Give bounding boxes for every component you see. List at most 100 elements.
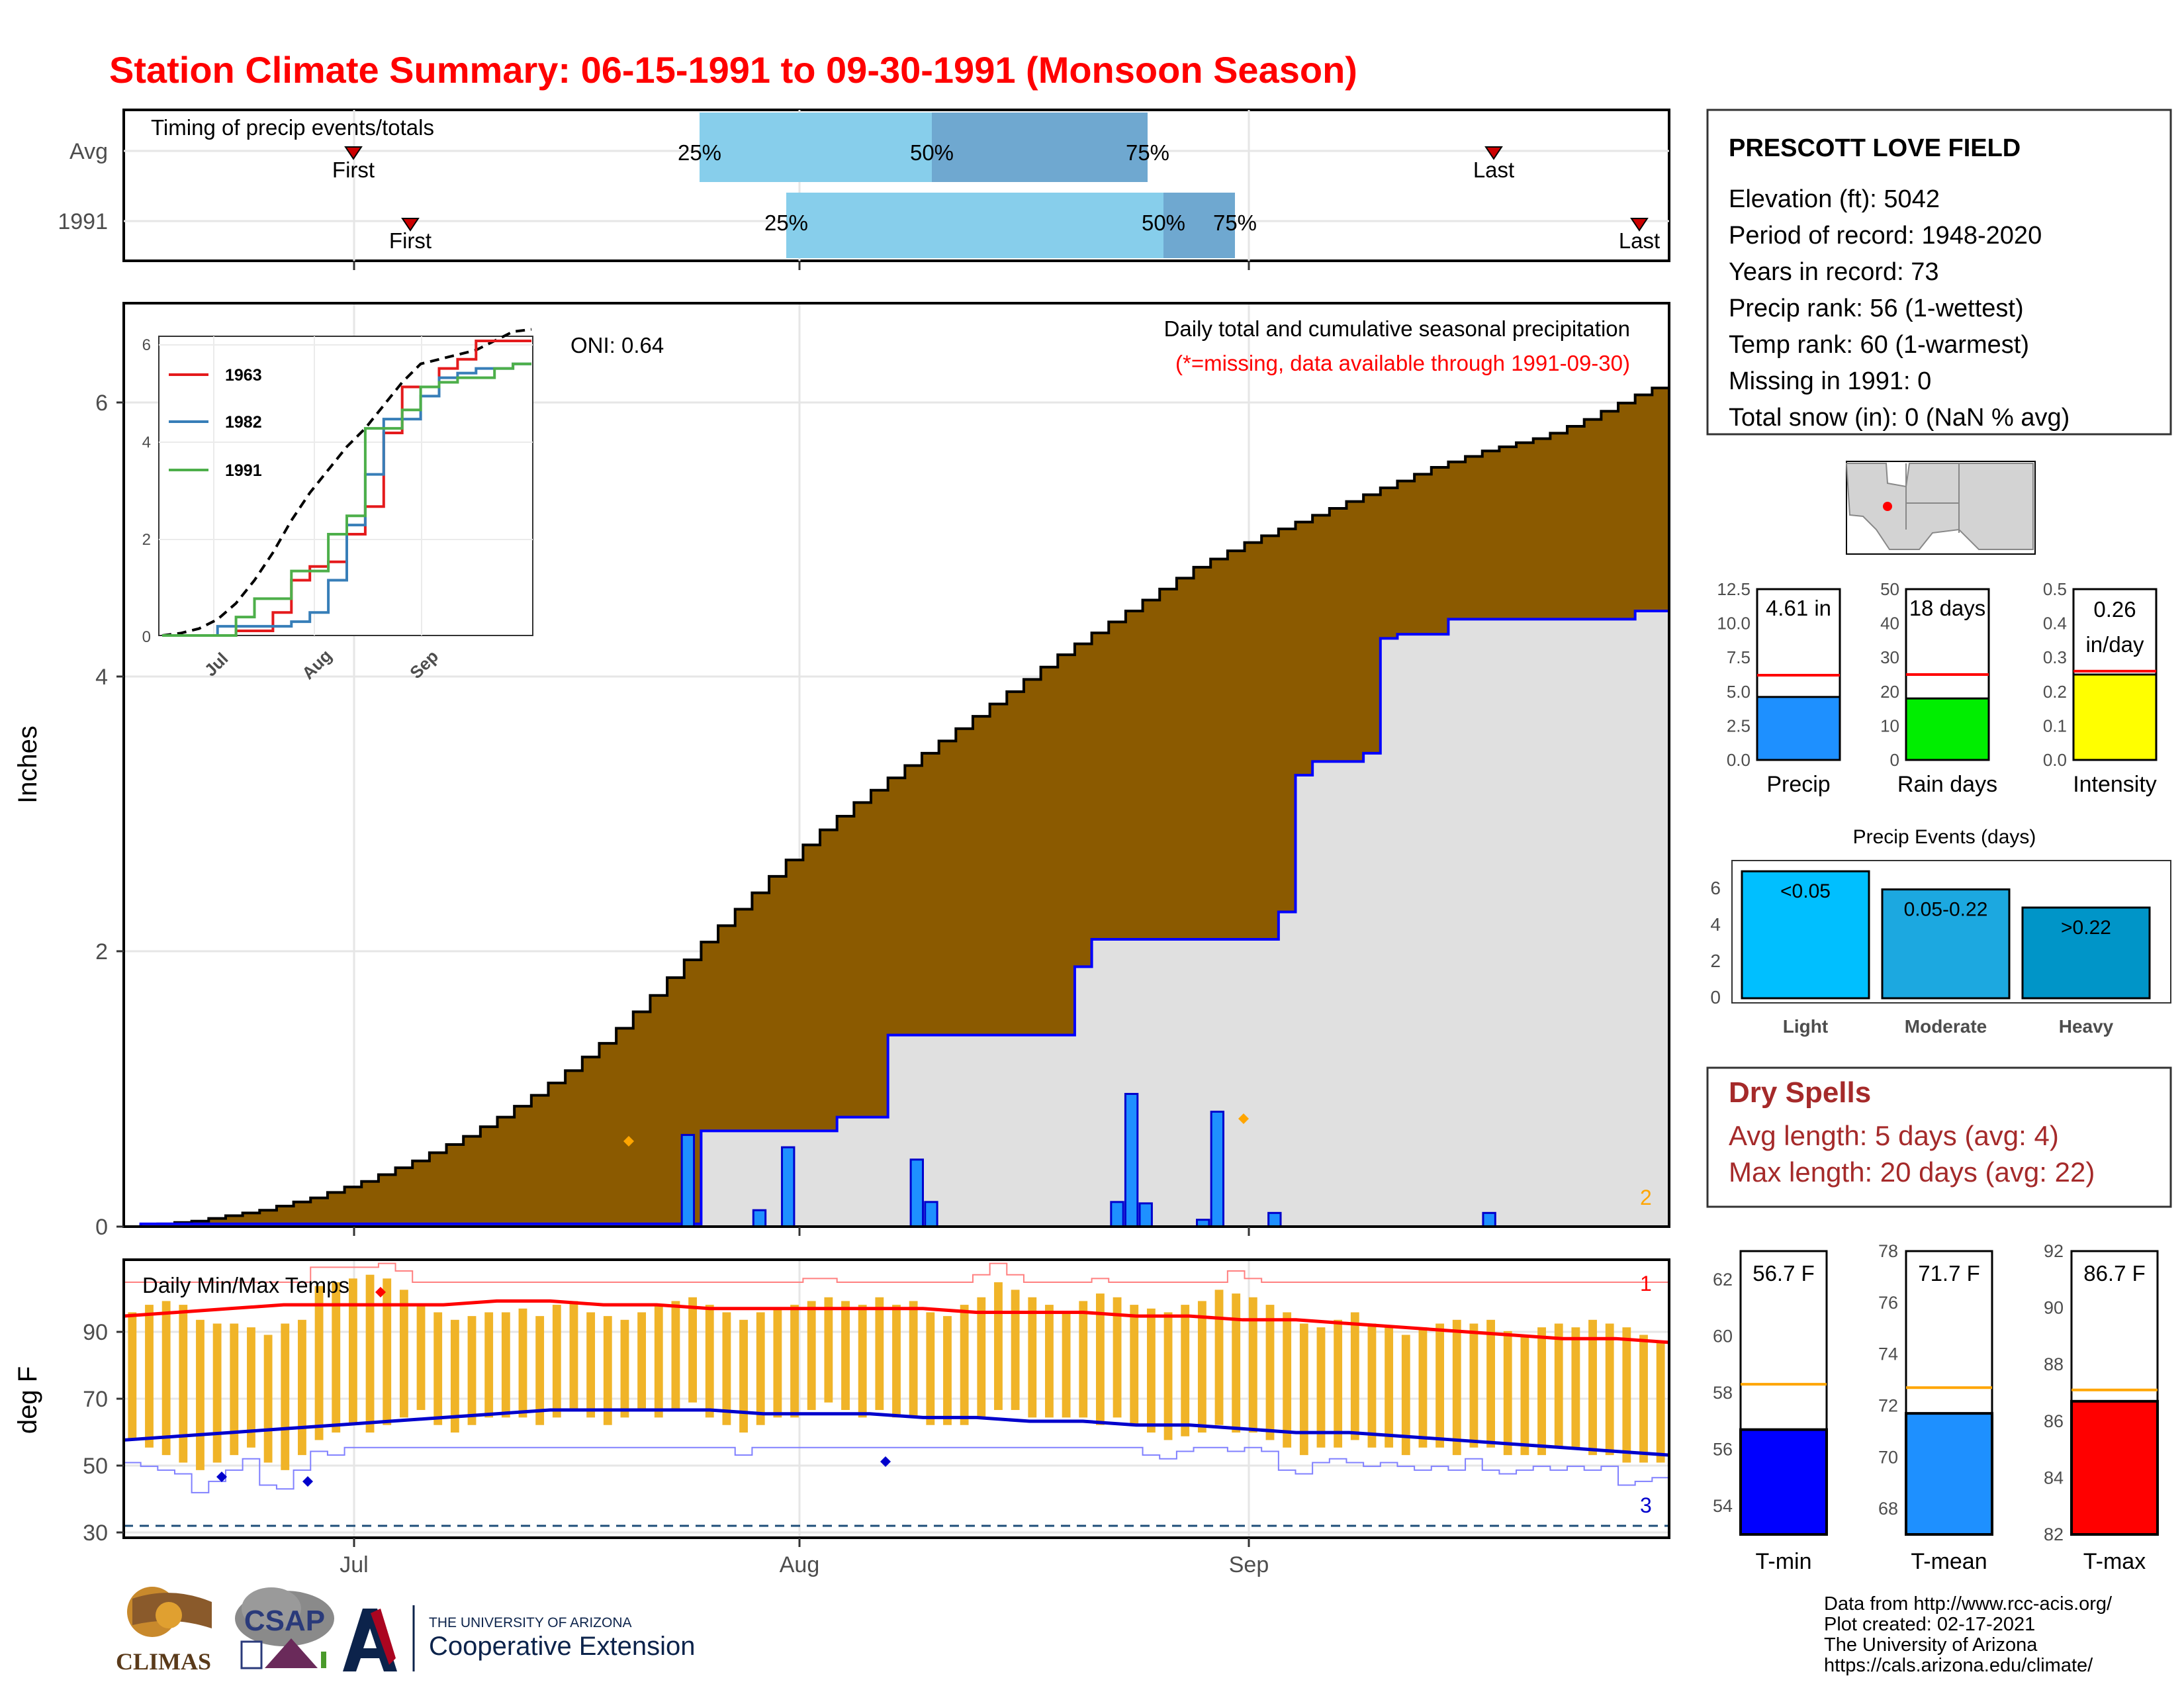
dry-spells-avg: Avg length: 5 days (avg: 4) (1729, 1120, 2059, 1151)
mini-bar-value: 4.61 in (1766, 596, 1831, 620)
precip-ytick-2: 2 (95, 939, 108, 964)
temp-range-bar (383, 1278, 392, 1425)
temp-summary-tick: 56 (1713, 1440, 1733, 1460)
temp-summary-t-mean: 71.7 F 78 76 74 72 70 68 T-mean (1878, 1241, 1993, 1574)
temp-summary-tick: 90 (2044, 1298, 2064, 1318)
dry-spells-title: Dry Spells (1729, 1076, 1871, 1109)
temp-summary-label: T-max (2083, 1549, 2146, 1574)
inset-legend: 1963 1982 1991 (169, 366, 262, 480)
daily-precip-bar (781, 1146, 796, 1228)
temp-range-bar (128, 1312, 137, 1440)
timing-avg-last-label: Last (1473, 158, 1514, 182)
temp-range-bar (1011, 1289, 1020, 1411)
temp-range-bar (1605, 1323, 1614, 1456)
temp-range-bar (1316, 1327, 1326, 1448)
station-years: Years in record: 73 (1729, 258, 1939, 286)
precip-subtitle: Daily total and cumulative seasonal prec… (1164, 316, 1630, 341)
temp-range-bar (1503, 1331, 1512, 1456)
temp-summary-tick: 78 (1878, 1241, 1898, 1261)
csap-logo-text: CSAP (244, 1605, 325, 1637)
temp-summary-tick: 62 (1713, 1270, 1733, 1289)
daily-precip-bar (1110, 1201, 1124, 1228)
events-ytick-6: 6 (1710, 878, 1721, 898)
inset-legend-1982: 1982 (225, 413, 262, 432)
mini-bar-tick: 50 (1880, 579, 1899, 599)
temp-range-bar (1028, 1297, 1037, 1418)
temp-range-bar (1045, 1305, 1054, 1418)
station-precip-rank: Precip rank: 56 (1-wettest) (1729, 295, 2024, 322)
precip-ytick-4: 4 (95, 665, 108, 690)
temp-range-bar (314, 1286, 324, 1440)
temp-range-bar (1062, 1312, 1071, 1418)
page-title: Station Climate Summary: 06-15-1991 to 0… (109, 49, 1357, 91)
timing-row-label-avg: Avg (69, 139, 108, 164)
ua-logo: THE UNIVERSITY OF ARIZONA Cooperative Ex… (343, 1605, 695, 1671)
temp-range-bar (1214, 1289, 1224, 1425)
record-min-line (124, 1446, 1669, 1493)
credit-line-3: The University of Arizona (1824, 1634, 2038, 1656)
temp-range-bar (1656, 1342, 1665, 1463)
temp-range-bar (1283, 1312, 1292, 1448)
station-info: PRESCOTT LOVE FIELD Elevation (ft): 5042… (1706, 109, 2172, 436)
temp-range-bar (1350, 1312, 1359, 1440)
timing-avg-first-marker (344, 146, 363, 160)
temp-range-bar (416, 1305, 426, 1411)
credit-line-4: https://cals.arizona.edu/climate/ (1824, 1655, 2093, 1676)
climas-logo-text: CLIMAS (116, 1648, 211, 1675)
daily-precip-bar (752, 1209, 767, 1228)
timing-avg-q1-bar (700, 113, 932, 182)
temp-range-bar (1334, 1319, 1343, 1448)
temp-summary-value: 86.7 F (2083, 1261, 2146, 1286)
inset-average-line (161, 328, 532, 637)
temp-range-bar (161, 1301, 171, 1456)
temp-range-bar (1181, 1305, 1190, 1436)
events-ytick-0: 0 (1710, 987, 1721, 1008)
precip-ytick-0: 0 (95, 1215, 108, 1240)
temp-range-bar (467, 1316, 477, 1425)
precip-note: (*=missing, data available through 1991-… (1175, 351, 1630, 375)
temp-ytick-70: 70 (83, 1387, 108, 1412)
ua-logo-bottom: Cooperative Extension (429, 1632, 695, 1661)
events-title: Precip Events (days) (1853, 826, 2036, 848)
station-temp-rank: Temp rank: 60 (1-warmest) (1729, 331, 2029, 359)
temp-summary-t-max: 86.7 F 92 90 88 86 84 82 T-max (2044, 1241, 2159, 1574)
inset-ytick-0: 0 (142, 628, 151, 646)
mini-bar-tick: 7.5 (1727, 647, 1751, 667)
temp-range-bar (1418, 1327, 1428, 1448)
temp-summary-tick: 92 (2044, 1241, 2064, 1261)
precip-corner-label: 2 (1640, 1186, 1652, 1209)
daily-precip-bars (680, 1093, 1496, 1228)
mini-bar-tick: 30 (1880, 647, 1899, 667)
timing-year-last-marker (1630, 218, 1649, 232)
inset-chart: 0 2 4 6 Jul Aug Sep 1963 1982 1991 (142, 328, 533, 683)
precip-ylabel: Inches (13, 726, 42, 804)
temp-range-bar (1401, 1335, 1410, 1456)
timing-avg-last-marker (1484, 146, 1503, 160)
temp-summary-value: 56.7 F (1752, 1261, 1815, 1286)
dry-spells-max: Max length: 20 days (avg: 22) (1729, 1156, 2095, 1188)
temp-range-bar (1299, 1323, 1308, 1456)
daily-temp-bars (128, 1274, 1665, 1470)
temp-range-bar (281, 1323, 290, 1470)
temp-range-bar (892, 1305, 901, 1418)
timing-title: Timing of precip events/totals (151, 115, 434, 140)
event-bar-range: 0.05-0.22 (1904, 899, 1988, 921)
temp-range-bar (399, 1289, 408, 1418)
seasonal-summary-bars: 4.61 in 12.5 10.0 7.5 5.0 2.5 0.0 Precip 18 days… (1717, 579, 2158, 797)
temp-range-bar (790, 1305, 799, 1418)
temp-range-bar (739, 1319, 748, 1433)
mini-bar-fill (1756, 696, 1841, 761)
mini-bar-tick: 40 (1880, 614, 1899, 633)
temp-title: Daily Min/Max Temps (142, 1273, 349, 1297)
station-snow: Total snow (in): 0 (NaN % avg) (1729, 404, 2070, 432)
temp-range-bar (1537, 1327, 1546, 1456)
temp-range-bar (552, 1305, 561, 1418)
event-bar-range: <0.05 (1780, 880, 1831, 902)
csap-logo: CSAP (235, 1587, 334, 1669)
temp-range-bar (212, 1323, 222, 1463)
temp-range-bar (1248, 1297, 1257, 1433)
locator-map (1845, 461, 2036, 555)
temp-range-bar (1469, 1323, 1479, 1448)
timing-avg-p50: 50% (910, 140, 954, 165)
